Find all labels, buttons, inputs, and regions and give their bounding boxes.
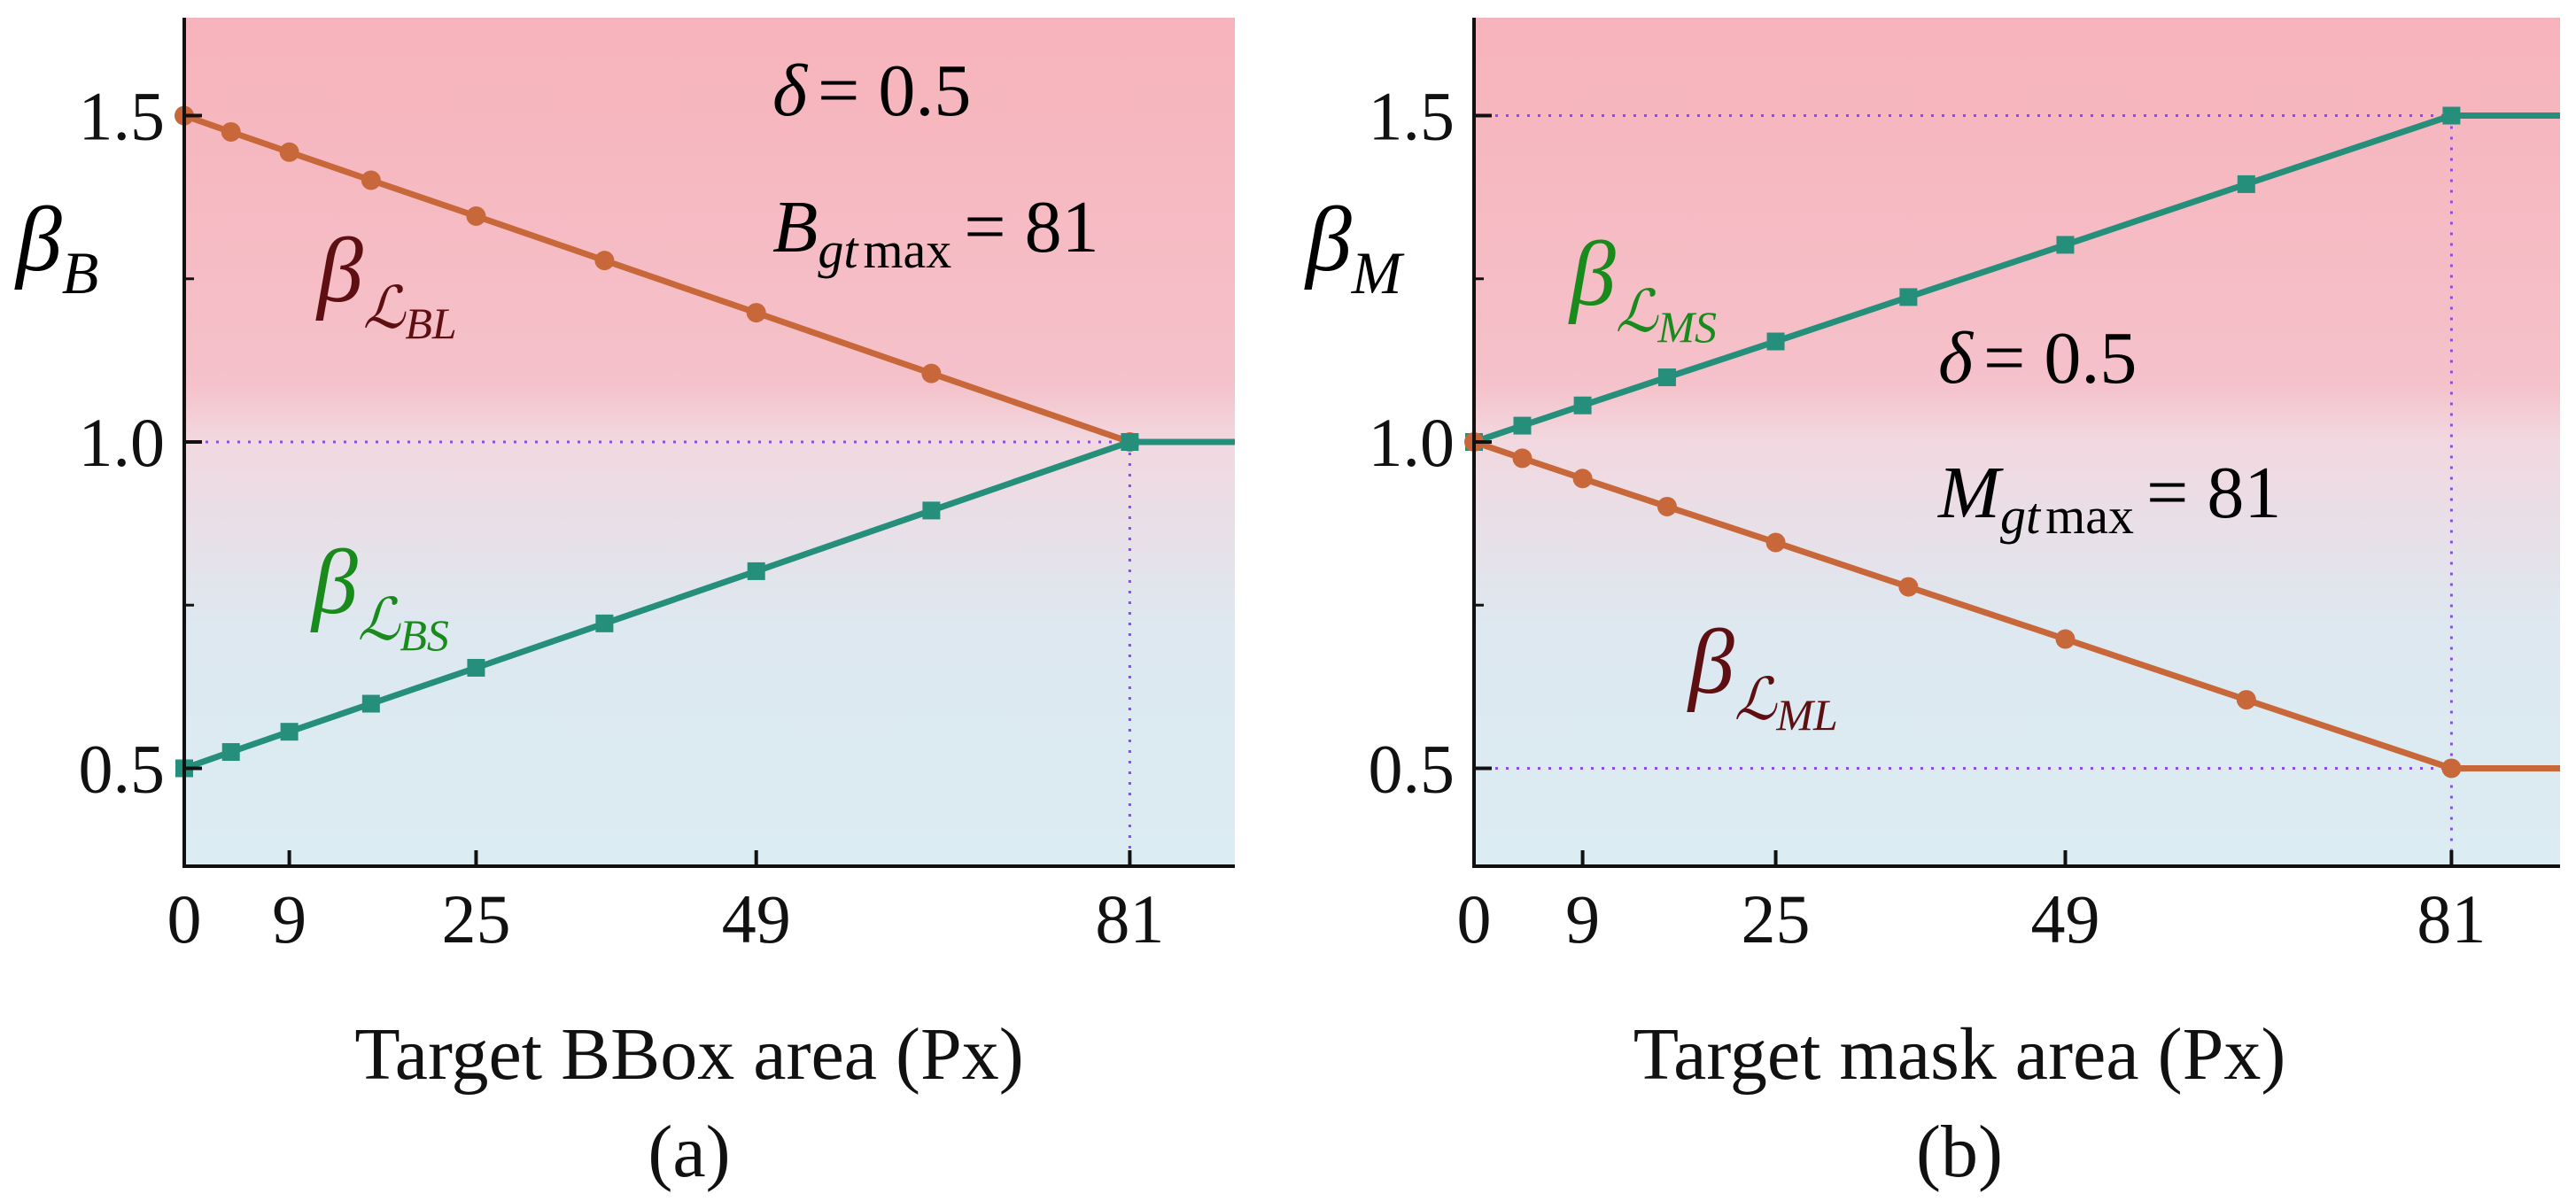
data-point [1573,396,1592,415]
delta-annotation-a: δ = 0.5 [772,50,971,132]
series-label-beta-bl: βℒBL [315,220,457,348]
max-annotation-a: Bgt max = 81 [772,186,1099,279]
data-point [361,170,381,190]
y-axis-title-b: βM [1304,189,1405,306]
x-axis-title-b: Target mask area (Px) [1633,1013,2286,1096]
x-tick-label: 25 [441,880,510,957]
x-tick-label: 49 [722,880,791,957]
panel-b: 0.5 1.0 1.5 0 9 25 49 81 Target mask area (Px)… [1304,18,2560,1193]
series-line [1472,112,2560,446]
data-point [595,614,614,632]
series-group-a [175,105,1235,778]
data-point [2237,174,2255,193]
data-point [1765,532,1786,553]
data-point [1512,448,1532,469]
axes-a [182,18,1235,868]
data-point [467,658,485,677]
x-tick-label: 9 [272,880,306,957]
data-point [1657,368,1676,387]
y-tick-label: 0.5 [79,730,166,807]
y-tick-labels-b: 0.5 1.0 1.5 [1369,78,1455,808]
data-point [361,694,380,713]
panel-a: 0.5 1.0 1.5 0 9 25 49 81 Target BBox area (Px)… [14,18,1235,1193]
data-point [1766,332,1785,351]
data-point [1572,469,1593,489]
data-point [746,303,766,323]
x-tick-label: 49 [2030,880,2099,957]
x-tick-label: 81 [2417,880,2486,957]
y-tick-label: 1.5 [1369,78,1455,155]
data-point [279,142,299,162]
series-group-b [1464,106,2560,779]
data-point [594,251,615,271]
y-tick-label: 0.5 [1369,730,1455,807]
data-point [747,562,765,580]
data-point [466,206,486,227]
data-point [2441,758,2462,779]
x-axis-title-a: Target BBox area (Px) [354,1013,1023,1096]
series-label-beta-ml: βℒML [1687,611,1838,740]
y-tick-label: 1.5 [79,78,166,155]
x-tick-label: 9 [1565,880,1600,957]
series-line [182,112,1235,446]
data-point [1898,577,1919,597]
caption-a: (a) [648,1111,730,1193]
guide-lines-a [184,440,1131,866]
data-point [221,743,240,762]
data-point [1513,416,1532,435]
data-point [1121,433,1139,451]
data-point [221,121,241,142]
x-tick-label: 0 [167,880,202,957]
data-point [2055,629,2076,649]
data-point [2056,236,2075,254]
x-tick-labels-a: 0 9 25 49 81 [167,880,1165,957]
series-label-beta-ms: βℒMS [1568,223,1717,352]
x-tick-label: 81 [1095,880,1164,957]
x-tick-labels-b: 0 9 25 49 81 [1457,880,2487,957]
y-tick-label: 1.0 [1369,404,1455,481]
y-tick-labels-a: 0.5 1.0 1.5 [79,78,166,808]
plot-area-a [184,18,1235,866]
plot-area-b [1474,18,2560,866]
data-point [2236,690,2256,710]
axes-b [1472,18,2560,868]
data-point [922,501,941,520]
data-point [280,723,299,741]
series-line [1472,438,2560,771]
data-point [921,363,942,384]
max-annotation-b: Mgt max = 81 [1937,452,2281,545]
series-label-beta-bs: βℒBS [310,531,449,660]
x-tick-label: 25 [1742,880,1811,957]
y-axis-title-a: βB [14,189,98,306]
series-line [182,438,1235,771]
caption-b: (b) [1916,1111,2003,1193]
delta-annotation-b: δ = 0.5 [1938,317,2137,399]
x-tick-label: 0 [1457,880,1492,957]
data-point [1657,496,1677,516]
data-point [2442,106,2461,125]
data-point [1899,288,1918,306]
y-tick-label: 1.0 [79,404,166,481]
